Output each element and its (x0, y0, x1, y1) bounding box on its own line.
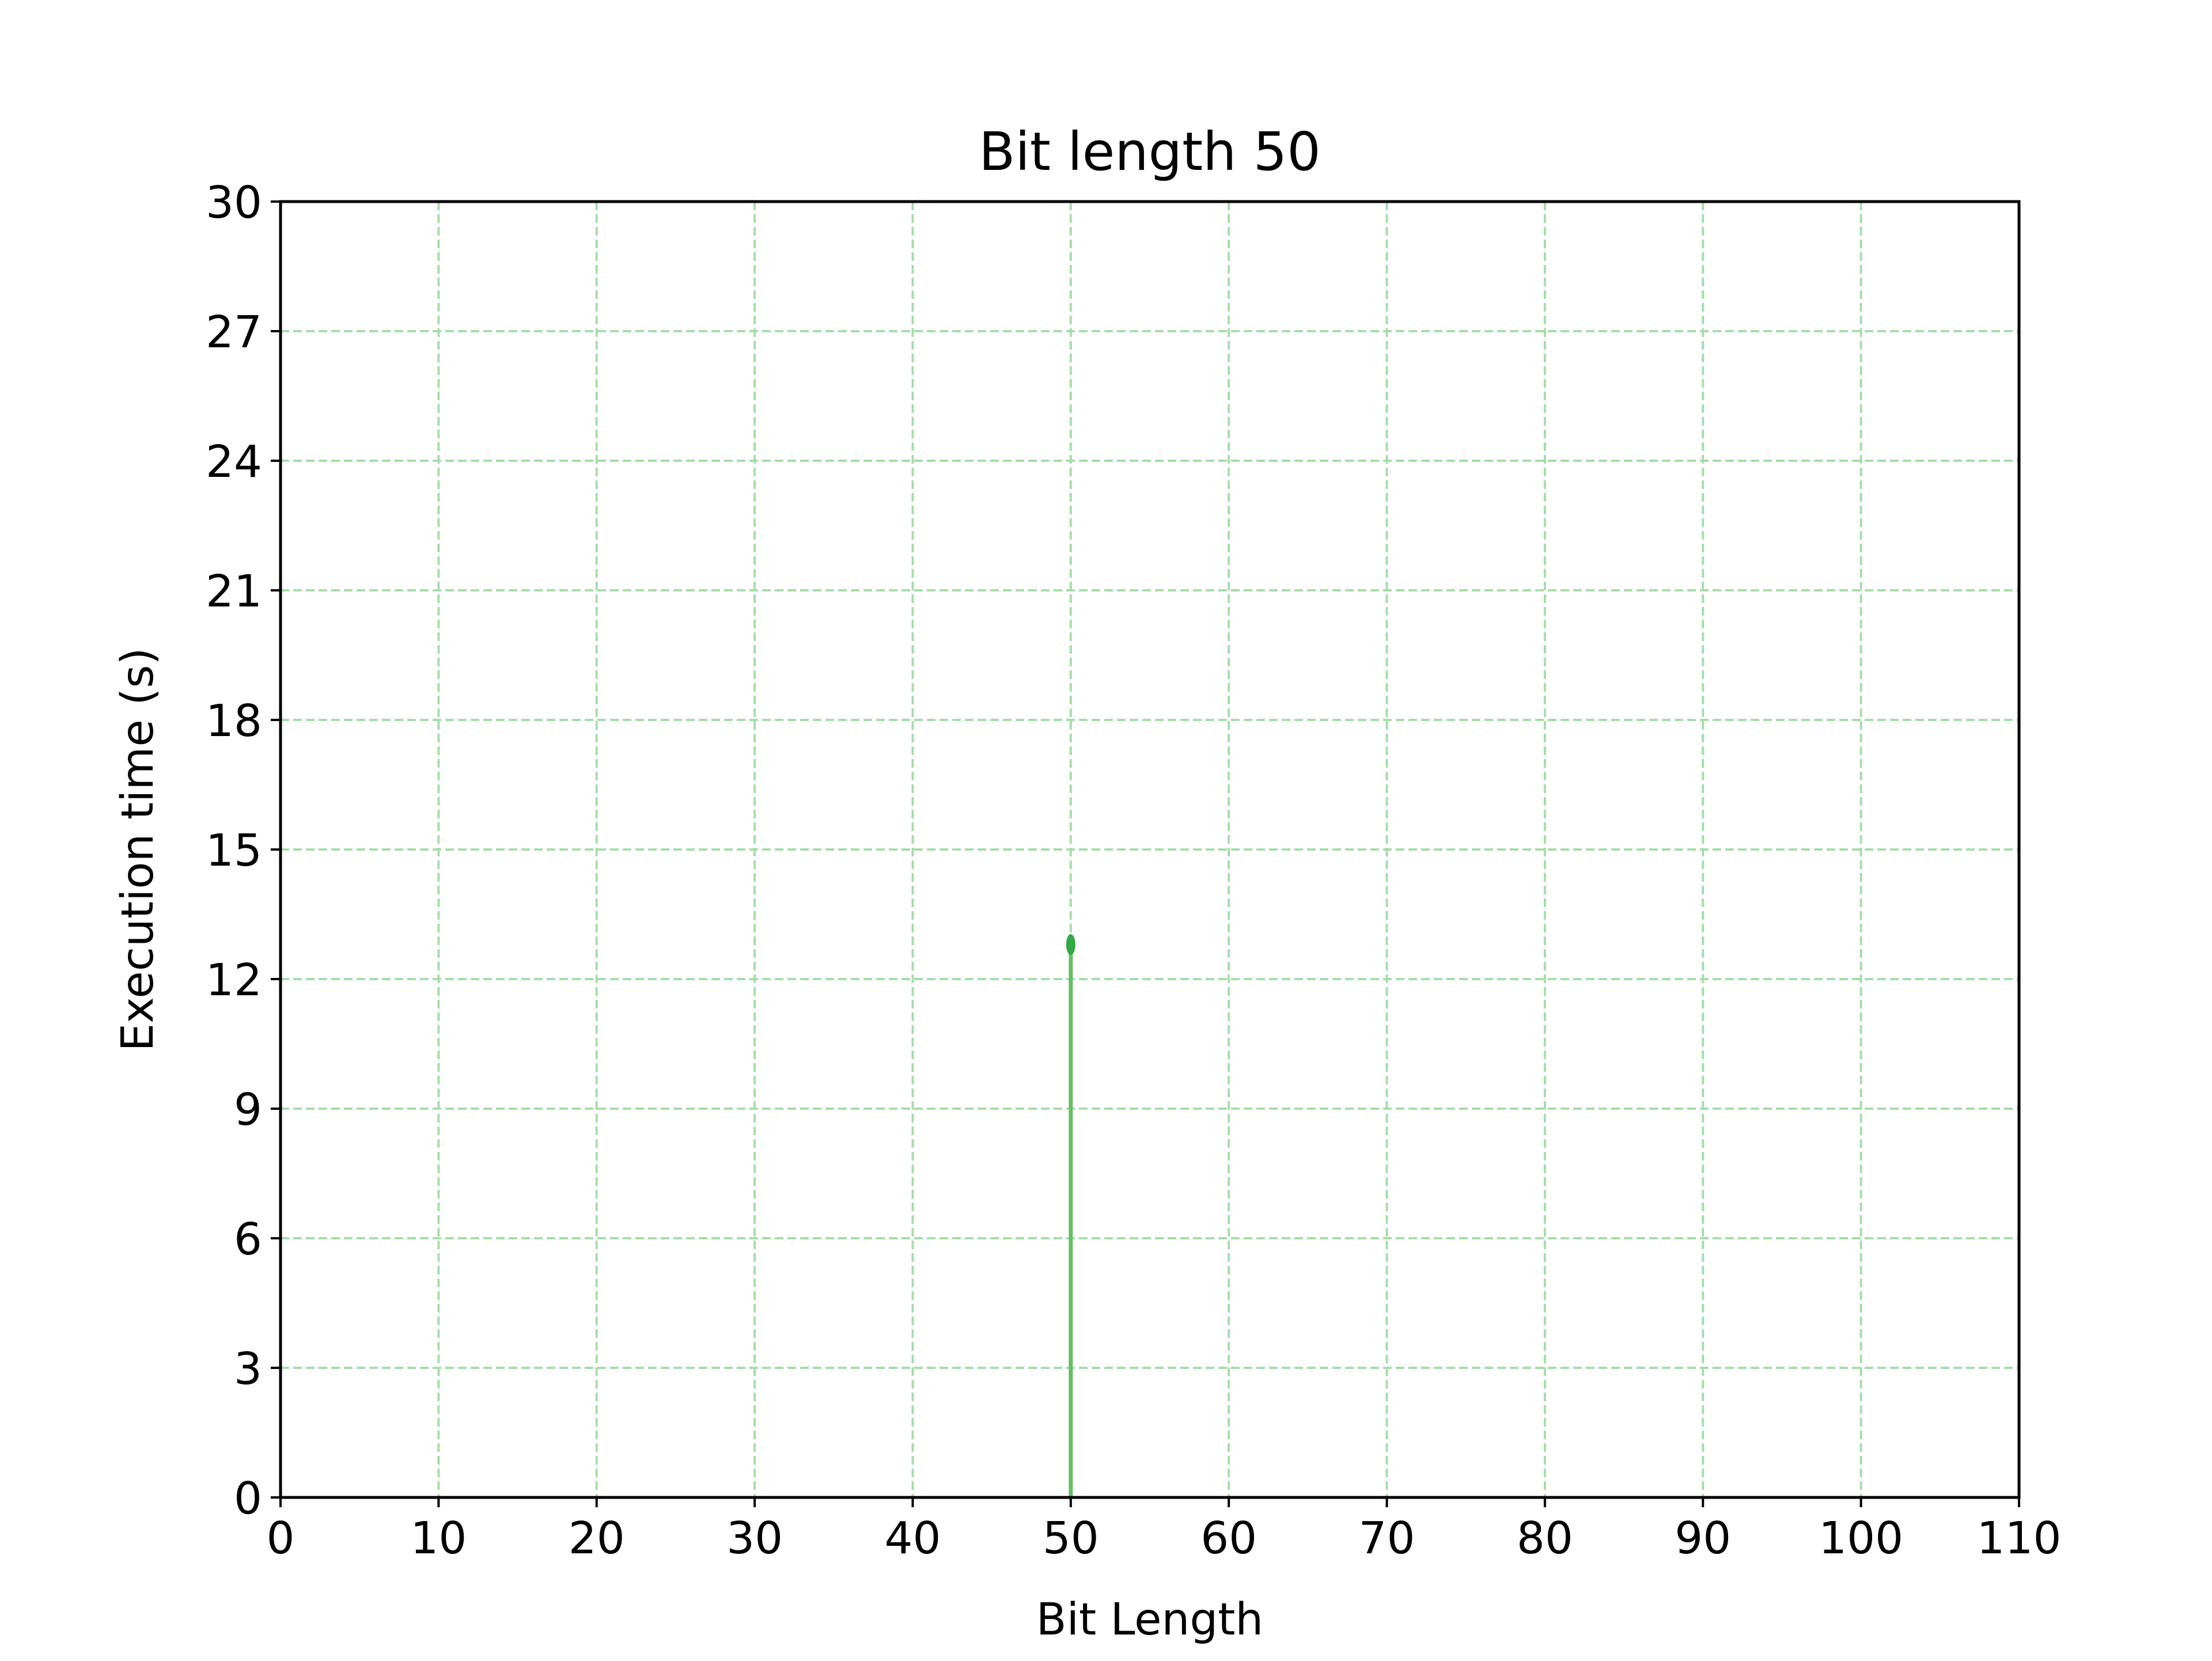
x-axis-label: Bit Length (1036, 1594, 1263, 1645)
x-tick-label: 60 (1200, 1513, 1257, 1564)
y-tick-label: 27 (206, 307, 262, 358)
y-tick-label: 6 (234, 1214, 262, 1265)
x-tick-label: 10 (410, 1513, 467, 1564)
x-tick-label: 90 (1675, 1513, 1731, 1564)
x-tick-label: 50 (1043, 1513, 1099, 1564)
x-tick-label: 20 (569, 1513, 625, 1564)
y-axis-label: Execution time (s) (112, 648, 164, 1052)
x-tick-label: 30 (726, 1513, 783, 1564)
x-tick-label: 100 (1819, 1513, 1903, 1564)
x-tick-label: 80 (1517, 1513, 1573, 1564)
y-tick-label: 18 (206, 696, 262, 747)
y-tick-label: 24 (206, 437, 262, 488)
tick-layer: 0 10 20 30 40 50 60 70 80 90 100 110 0 3 6 9 12 15 18 21 24 2… (206, 177, 2061, 1564)
chart-title: Bit length 50 (979, 121, 1321, 183)
y-tick-label: 30 (206, 177, 262, 229)
y-tick-label: 3 (234, 1344, 262, 1395)
data-point (1066, 934, 1075, 955)
x-tick-label: 40 (884, 1513, 941, 1564)
grid-layer (281, 202, 2019, 1497)
series-layer (1066, 934, 1075, 1497)
x-tick-label: 0 (267, 1513, 295, 1564)
y-tick-label: 15 (206, 825, 262, 877)
y-tick-label: 12 (206, 955, 262, 1006)
x-tick-label: 70 (1359, 1513, 1415, 1564)
x-tick-label: 110 (1977, 1513, 2062, 1564)
y-tick-label: 21 (206, 566, 262, 617)
y-tick-label: 9 (234, 1084, 262, 1136)
y-tick-label: 0 (234, 1473, 262, 1525)
